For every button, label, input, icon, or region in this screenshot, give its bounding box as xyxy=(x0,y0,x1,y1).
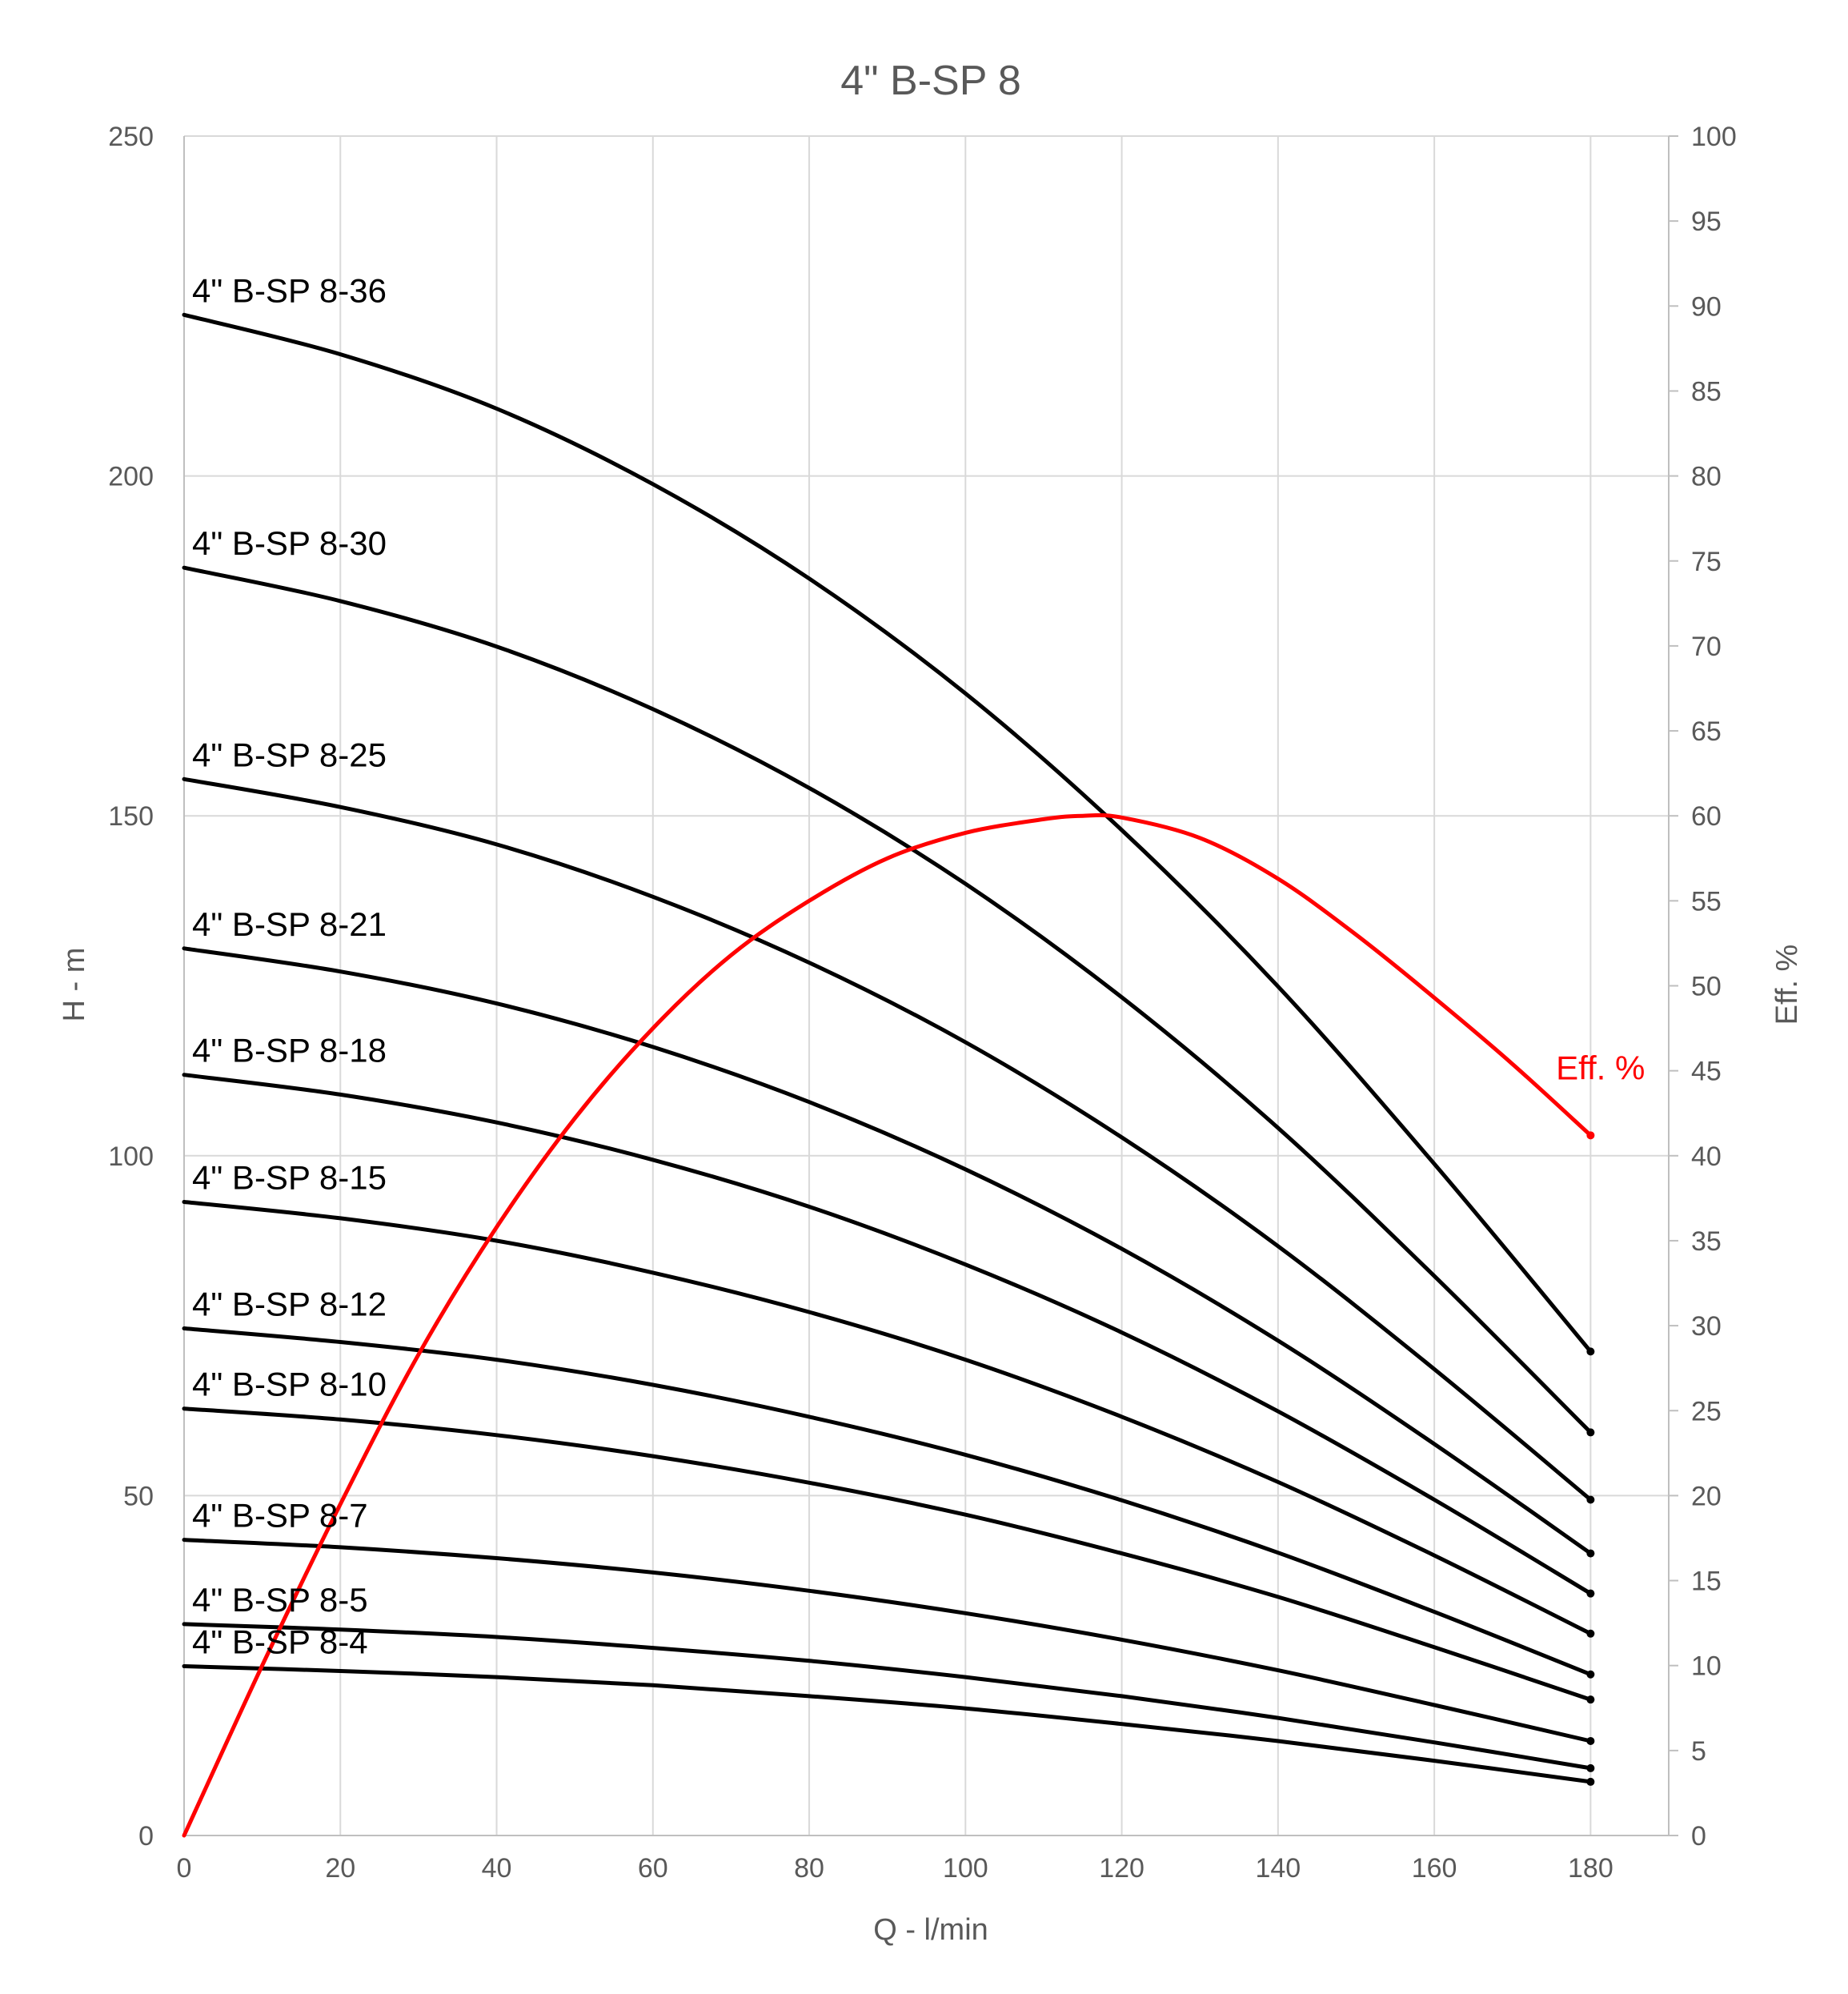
efficiency-label: Eff. % xyxy=(1556,1049,1645,1086)
series-end-marker xyxy=(1586,1495,1595,1504)
series-label: 4" B-SP 8-18 xyxy=(192,1032,387,1069)
y2-tick-label: 0 xyxy=(1691,1821,1706,1852)
series-line xyxy=(182,946,1593,1556)
y-tick-label: 250 xyxy=(108,122,154,152)
series-line xyxy=(182,1326,1593,1677)
series-end-marker xyxy=(1586,1670,1595,1679)
x-tick-label: 160 xyxy=(1412,1853,1457,1884)
y2-tick-label: 90 xyxy=(1691,291,1722,322)
series-end-marker xyxy=(1586,1629,1595,1638)
x-tick-label: 140 xyxy=(1255,1853,1301,1884)
axes: 0 20 40 60 80 100 120 140 160 180 0 50 100 150 200 250 0… xyxy=(108,122,1736,1884)
y2-tick-label: 10 xyxy=(1691,1651,1722,1682)
y-tick-label: 150 xyxy=(108,801,154,832)
y2-tick-label: 50 xyxy=(1691,972,1722,1002)
series-end-marker xyxy=(1586,1589,1595,1598)
series-end-marker xyxy=(1586,1428,1595,1437)
series-label: 4" B-SP 8-15 xyxy=(192,1159,387,1197)
series-line xyxy=(182,312,1593,1354)
y2-tick-label: 95 xyxy=(1691,207,1722,237)
y2-tick-label: 80 xyxy=(1691,462,1722,492)
y2-tick-label: 45 xyxy=(1691,1057,1722,1087)
y2-tick-label: 25 xyxy=(1691,1396,1722,1426)
y2-tick-label: 60 xyxy=(1691,801,1722,832)
series-line xyxy=(182,776,1593,1502)
series-line xyxy=(182,1073,1593,1596)
x-tick-label: 0 xyxy=(177,1853,192,1884)
series-line xyxy=(182,1664,1593,1784)
y-axis-title: H - m xyxy=(58,948,91,1022)
y2-tick-label: 15 xyxy=(1691,1567,1722,1597)
y2-axis-title: Eff. % xyxy=(1770,945,1804,1025)
y-tick-label: 100 xyxy=(108,1141,154,1172)
y-tick-label: 0 xyxy=(138,1821,154,1852)
series-label: 4" B-SP 8-25 xyxy=(192,736,387,773)
series-label: 4" B-SP 8-10 xyxy=(192,1366,387,1403)
series-labels: 4" B-SP 8-36 4" B-SP 8-30 4" B-SP 8-25 4" B… xyxy=(192,271,1645,1660)
x-tick-label: 100 xyxy=(943,1853,988,1884)
x-tick-label: 60 xyxy=(638,1853,668,1884)
x-tick-label: 180 xyxy=(1568,1853,1613,1884)
y2-tick-label: 35 xyxy=(1691,1226,1722,1257)
series-label: 4" B-SP 8-36 xyxy=(192,271,387,309)
series-label: 4" B-SP 8-5 xyxy=(192,1581,368,1619)
series-label: 4" B-SP 8-12 xyxy=(192,1285,387,1322)
series-line xyxy=(182,565,1593,1434)
chart-title: 4" B-SP 8 xyxy=(840,58,1021,104)
x-tick-label: 120 xyxy=(1099,1853,1144,1884)
y2-tick-label: 20 xyxy=(1691,1481,1722,1511)
series-end-marker xyxy=(1586,1549,1595,1558)
x-tick-label: 20 xyxy=(325,1853,355,1884)
y2-tick-label: 30 xyxy=(1691,1311,1722,1342)
series-end-marker xyxy=(1586,1736,1595,1745)
series-line xyxy=(182,1200,1593,1636)
y2-tick-label: 5 xyxy=(1691,1736,1706,1767)
y2-tick-label: 65 xyxy=(1691,716,1722,747)
series-end-marker xyxy=(1586,1777,1595,1786)
series-label: 4" B-SP 8-21 xyxy=(192,905,387,943)
y2-tick-label: 70 xyxy=(1691,632,1722,662)
series-end-marker xyxy=(1586,1695,1595,1704)
y-tick-label: 200 xyxy=(108,462,154,492)
series-label: 4" B-SP 8-4 xyxy=(192,1623,368,1661)
y2-tick-label: 100 xyxy=(1691,122,1737,152)
y2-tick-label: 85 xyxy=(1691,376,1722,407)
efficiency-line xyxy=(182,812,1593,1838)
series-label: 4" B-SP 8-30 xyxy=(192,524,387,562)
y-tick-label: 50 xyxy=(123,1481,154,1511)
x-tick-label: 80 xyxy=(794,1853,824,1884)
y2-tick-label: 40 xyxy=(1691,1141,1722,1172)
series-label: 4" B-SP 8-7 xyxy=(192,1497,368,1535)
series-line xyxy=(182,1622,1593,1771)
efficiency-end-marker xyxy=(1586,1131,1595,1140)
y2-tick-label: 75 xyxy=(1691,547,1722,577)
x-tick-label: 40 xyxy=(482,1853,512,1884)
series-lines xyxy=(182,312,1595,1838)
series-end-marker xyxy=(1586,1347,1595,1356)
x-axis-title: Q - l/min xyxy=(873,1913,988,1947)
series-line xyxy=(182,1406,1593,1702)
gridlines xyxy=(184,135,1669,1836)
y2-tick-label: 55 xyxy=(1691,886,1722,917)
series-line xyxy=(182,1538,1593,1743)
series-end-marker xyxy=(1586,1763,1595,1772)
